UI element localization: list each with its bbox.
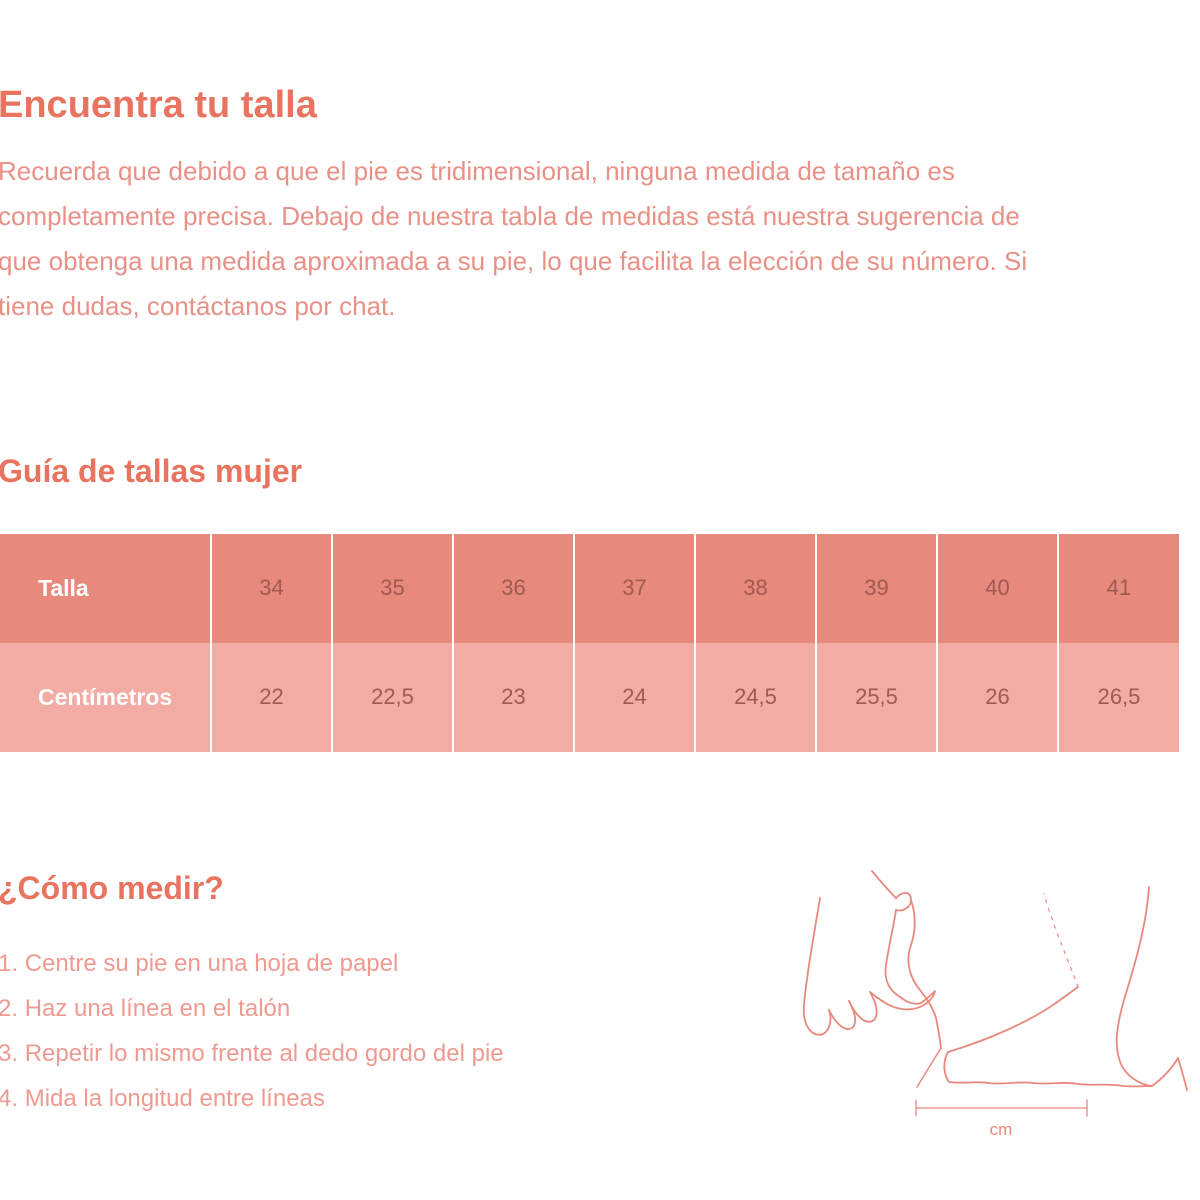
svg-text:cm: cm	[990, 1120, 1013, 1139]
